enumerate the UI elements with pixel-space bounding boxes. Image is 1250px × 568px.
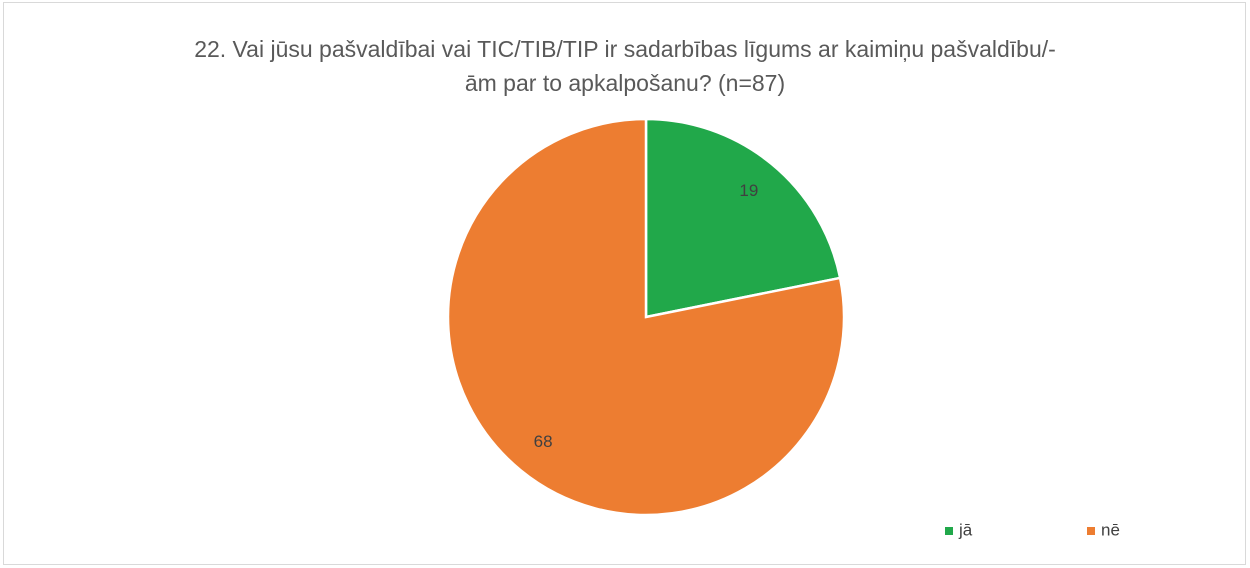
legend-swatch xyxy=(1087,527,1095,535)
data-label: 19 xyxy=(739,181,758,200)
pie-slice xyxy=(446,117,846,517)
legend-label: jā xyxy=(958,520,973,539)
chart-title: 22. Vai jūsu pašvaldībai vai TIC/TIB/TIP… xyxy=(194,36,1056,96)
pie-slice xyxy=(644,117,842,319)
legend-label: nē xyxy=(1101,520,1120,539)
legend-swatch xyxy=(945,527,953,535)
data-label: 68 xyxy=(534,432,553,451)
